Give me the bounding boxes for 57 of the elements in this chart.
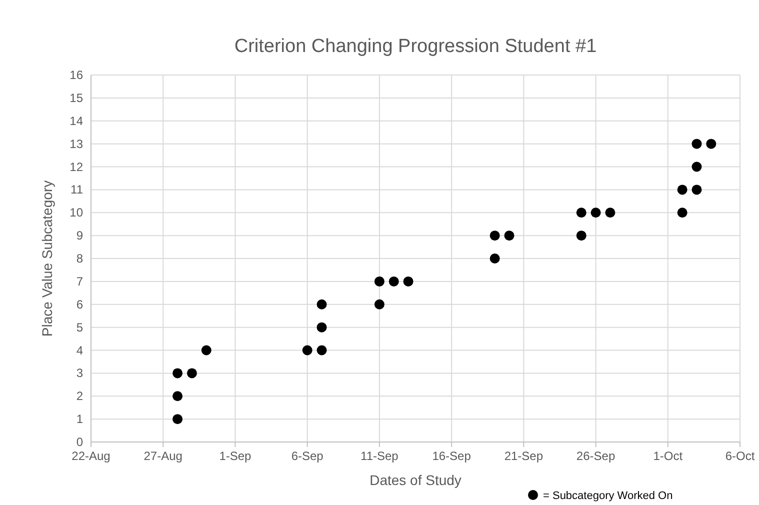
point: [504, 230, 514, 241]
y-tick-label: 13: [70, 136, 84, 151]
y-tick-label: 14: [70, 114, 84, 128]
point: [403, 276, 414, 286]
y-tick-label: 7: [76, 274, 84, 288]
point: [316, 345, 327, 356]
point: [172, 391, 183, 402]
y-tick-label: 2: [76, 389, 84, 404]
point: [692, 184, 702, 195]
y-tick-label: 4: [76, 343, 84, 358]
x-axis-title: Dates of Study: [370, 472, 462, 488]
point: [706, 138, 716, 149]
y-tick-label: 0: [76, 435, 84, 449]
y-tick-label: 16: [70, 68, 84, 82]
point: [316, 299, 327, 310]
y-tick-label: 12: [70, 160, 84, 174]
y-tick-label: 5: [76, 320, 84, 334]
point: [374, 276, 384, 286]
x-tick-label: 21-Sep: [504, 449, 544, 463]
y-tick-label: 10: [70, 206, 84, 220]
point: [576, 208, 586, 218]
x-tick-label: 11-Sep: [360, 449, 399, 463]
point: [172, 368, 183, 378]
x-tick-label: 6-Oct: [725, 449, 756, 463]
legend-label: = Subcategory Worked On: [543, 490, 673, 502]
point: [374, 299, 384, 310]
chart-title: Criterion Changing Progression Student #1: [234, 36, 597, 57]
point: [490, 254, 500, 264]
point: [302, 345, 312, 356]
point: [576, 230, 586, 241]
y-tick-label: 1: [76, 412, 84, 426]
point: [316, 322, 327, 332]
x-tick-label: 27-Aug: [144, 449, 182, 463]
y-tick-label: 11: [70, 182, 84, 197]
point: [692, 162, 702, 172]
x-tick-label: 1-Oct: [653, 449, 684, 463]
x-tick-label: 26-Sep: [576, 449, 616, 463]
x-tick-label: 1-Sep: [219, 449, 252, 463]
point: [201, 345, 212, 356]
point: [590, 208, 601, 218]
y-tick-label: 8: [76, 252, 84, 266]
y-tick-label: 9: [76, 228, 84, 243]
point: [605, 208, 616, 218]
y-tick-label: 15: [70, 90, 84, 105]
point: [172, 414, 183, 424]
point: [677, 184, 688, 195]
x-tick-label: 22-Aug: [72, 449, 110, 463]
y-tick-label: 6: [76, 297, 84, 312]
point: [490, 230, 500, 241]
point: [677, 208, 688, 218]
point: [388, 276, 399, 286]
y-axis-title: Place Value Subcategory: [39, 180, 55, 337]
x-tick-label: 16-Sep: [432, 449, 472, 463]
point: [692, 138, 702, 149]
y-tick-label: 3: [76, 366, 84, 380]
x-tick-label: 6-Sep: [291, 449, 324, 463]
point: [186, 368, 197, 378]
